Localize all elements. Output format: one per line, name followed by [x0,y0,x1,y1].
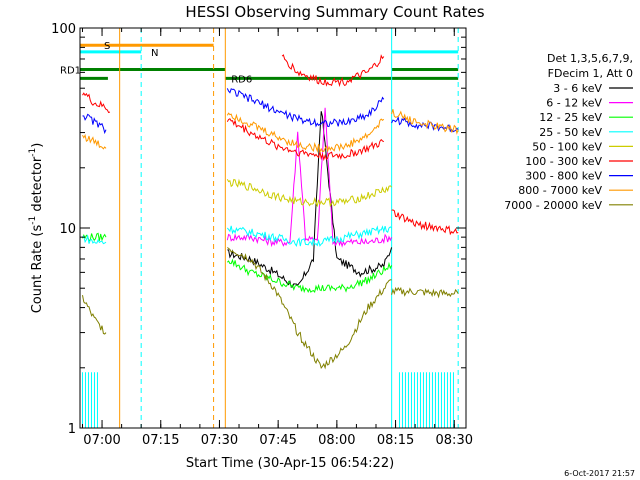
legend-entry-label: 6 - 12 keV [546,97,602,110]
series-line-7 [226,112,385,154]
series-line-6 [226,88,385,128]
series-line-5 [391,209,459,236]
series-line-6 [391,115,459,133]
x-tick-label: 08:15 [377,433,414,448]
series-line-6 [82,113,107,135]
legend-header-2: FDecim 1, Att 0 [548,67,633,80]
legend-entry-label: 12 - 25 keV [539,111,602,124]
plot-frame [79,27,467,429]
y-tick-label: 10 [59,222,76,237]
series-line-2 [82,232,107,242]
x-tick-label: 07:15 [142,433,179,448]
legend-entry-label: 800 - 7000 keV [518,184,602,197]
x-tick-label: 07:45 [259,433,296,448]
series-line-7 [391,109,459,135]
flag-label-saa: S [104,41,110,52]
series-line-2 [226,258,393,294]
series-line-4 [226,178,392,208]
legend-entry-label: 3 - 6 keV [553,82,602,95]
legend-entry-label: 50 - 100 keV [532,140,602,153]
footer-date: 6-Oct-2017 21:57 [564,469,635,478]
series-line-7 [82,133,107,150]
flag-label-night: N [151,48,158,59]
y-tick-label: 1 [68,422,76,437]
x-tick-label: 08:30 [436,433,473,448]
series-line-0 [227,111,393,288]
series-line-8 [391,286,459,299]
y-axis-label: Count Rate (s-1 detector-1) [28,143,45,314]
flag-label-rd1: RD1 [60,66,81,77]
legend-entry-label: 100 - 300 keV [525,155,602,168]
x-axis-label: Start Time (30-Apr-15 06:54:22) [186,456,394,471]
series-line-1 [226,107,393,248]
x-tick-label: 08:00 [318,433,355,448]
y-tick-label: 100 [51,22,76,37]
x-tick-label: 07:00 [83,433,120,448]
legend-entry-label: 7000 - 20000 keV [504,199,602,212]
legend-entry-label: 25 - 50 keV [539,126,602,139]
series-line-5 [281,54,385,88]
series-line-3 [82,234,107,245]
series-line-8 [82,295,107,335]
legend-entry-label: 300 - 800 keV [525,170,602,183]
series-line-8 [227,247,392,370]
x-tick-label: 07:30 [201,433,238,448]
flag-label-rd6: RD6 [231,74,252,85]
series-line-5 [82,92,111,114]
series-line-3 [226,225,392,248]
chart-title: HESSI Observing Summary Count Rates [185,3,484,21]
legend-header-1: Det 1,3,5,6,7,9, [547,52,633,65]
series-line-5 [226,118,385,162]
